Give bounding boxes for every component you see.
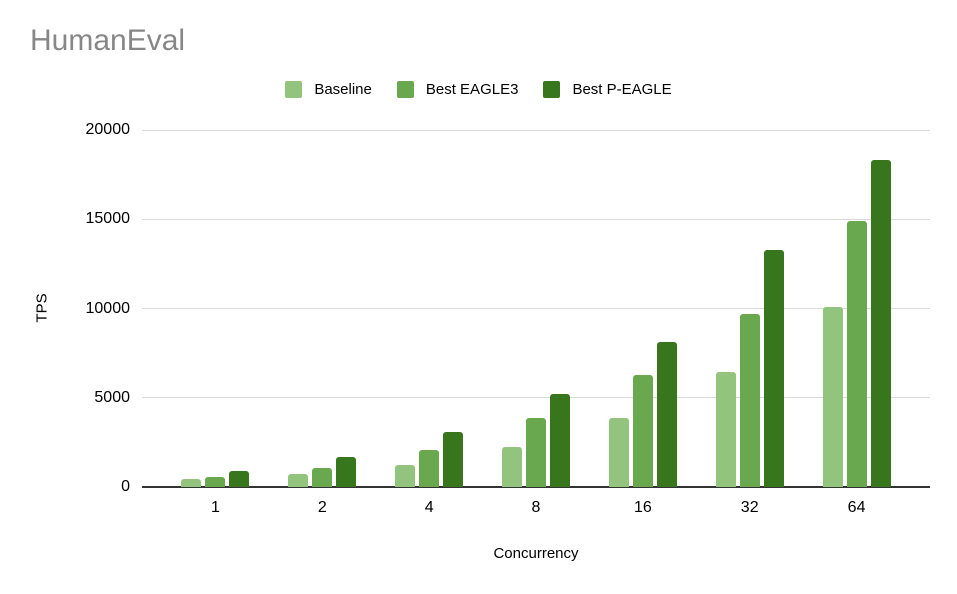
y-tick-label: 10000 bbox=[85, 299, 131, 317]
bar-baseline bbox=[181, 479, 202, 487]
legend-swatch bbox=[543, 80, 561, 98]
bar-groups bbox=[162, 130, 910, 487]
x-tick-label: 2 bbox=[317, 499, 327, 516]
bar-best-p-eagle bbox=[229, 471, 250, 487]
bar-baseline bbox=[502, 447, 522, 487]
bar-best-eagle3 bbox=[632, 375, 653, 487]
gridline bbox=[142, 129, 930, 131]
bar-baseline bbox=[288, 474, 309, 487]
bar-best-p-eagle bbox=[763, 250, 784, 487]
bar-best-p-eagle bbox=[443, 432, 464, 487]
gridline bbox=[142, 308, 930, 309]
chart-title: HumanEval bbox=[30, 24, 186, 57]
bar-baseline bbox=[608, 418, 629, 487]
x-axis-title: Concurrency bbox=[493, 545, 579, 562]
legend-item-best-eagle3: Best EAGLE3 bbox=[396, 80, 519, 98]
bar-group-4 bbox=[376, 130, 483, 487]
x-tick-label: 8 bbox=[531, 499, 541, 516]
bar-group-8 bbox=[483, 130, 590, 487]
bar-baseline bbox=[715, 372, 736, 487]
bar-group-16 bbox=[589, 130, 696, 487]
bar-best-eagle3 bbox=[419, 450, 440, 487]
legend-item-baseline: Baseline bbox=[285, 80, 372, 98]
bar-best-eagle3 bbox=[846, 221, 867, 487]
plot-area bbox=[142, 129, 930, 488]
bar-group-32 bbox=[696, 130, 803, 487]
bar-best-p-eagle bbox=[550, 394, 570, 487]
bar-group-1 bbox=[162, 130, 269, 487]
bar-best-p-eagle bbox=[336, 457, 357, 487]
legend-label: Best EAGLE3 bbox=[425, 80, 519, 98]
bar-baseline bbox=[395, 465, 416, 487]
x-axis-line bbox=[142, 486, 930, 488]
bar-best-p-eagle bbox=[870, 160, 891, 487]
x-tick-label: 32 bbox=[740, 499, 759, 516]
gridline bbox=[142, 218, 930, 220]
bar-best-p-eagle bbox=[656, 342, 677, 487]
legend: Baseline Best EAGLE3 Best P-EAGLE bbox=[0, 79, 957, 99]
y-tick-label: 0 bbox=[121, 478, 130, 495]
bar-baseline bbox=[822, 307, 843, 487]
x-tick-label: 64 bbox=[847, 499, 866, 516]
x-tick-label: 4 bbox=[424, 499, 434, 516]
y-tick-label: 20000 bbox=[85, 121, 131, 138]
y-axis-title: TPS bbox=[33, 293, 51, 323]
bar-best-eagle3 bbox=[739, 314, 760, 487]
legend-label: Baseline bbox=[314, 80, 372, 98]
legend-swatch bbox=[285, 80, 303, 98]
bar-best-eagle3 bbox=[205, 477, 226, 487]
y-tick-label: 15000 bbox=[85, 210, 131, 228]
x-tick-label: 1 bbox=[210, 499, 220, 516]
bar-group-2 bbox=[269, 130, 376, 487]
legend-item-best-p-eagle: Best P-EAGLE bbox=[543, 80, 672, 98]
bar-group-64 bbox=[803, 130, 910, 487]
x-tick-label: 16 bbox=[633, 499, 652, 516]
y-tick-label: 5000 bbox=[94, 388, 130, 406]
legend-swatch bbox=[396, 80, 414, 98]
bar-best-eagle3 bbox=[526, 418, 546, 487]
legend-label: Best P-EAGLE bbox=[572, 80, 672, 98]
bar-best-eagle3 bbox=[312, 468, 333, 487]
gridline bbox=[142, 397, 930, 399]
